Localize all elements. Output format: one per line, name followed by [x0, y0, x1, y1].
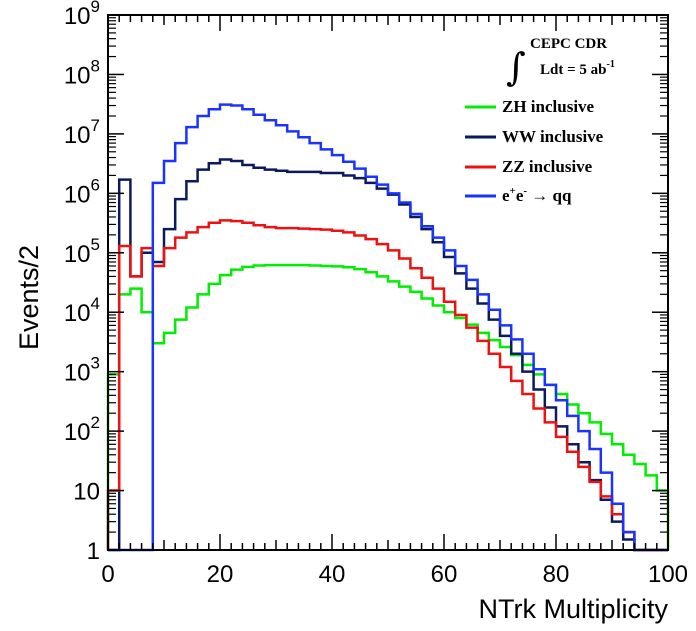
x-axis-title: NTrk Multiplicity: [478, 594, 668, 624]
y-tick-label: 108: [64, 56, 100, 89]
y-tick-label: 103: [64, 354, 100, 387]
x-tick-label: 60: [431, 561, 458, 588]
y-axis-title: Events/2: [14, 245, 44, 350]
x-tick-label: 40: [319, 561, 346, 588]
y-tick-label: 102: [64, 413, 100, 446]
annotation-line2-sup: -1: [606, 59, 614, 70]
x-tick-label: 20: [207, 561, 234, 588]
series-line-1: [108, 158, 668, 552]
legend-label-1: WW inclusive: [502, 127, 604, 146]
x-tick-label: 80: [543, 561, 570, 588]
series-line-3: [108, 103, 668, 552]
y-tick-label: 109: [64, 0, 100, 30]
legend-label-2: ZZ inclusive: [502, 157, 593, 176]
series-line-2: [106, 219, 668, 552]
y-tick-label: 105: [64, 235, 100, 268]
y-tick-label: 104: [64, 294, 100, 327]
x-tick-label: 100: [648, 561, 688, 588]
annotation-line1: CEPC CDR: [530, 36, 607, 52]
legend-label-0: ZH inclusive: [502, 97, 595, 116]
legend-label-3: e+e- → qq: [502, 185, 572, 205]
series-line-0: [106, 263, 670, 550]
annotation-line2: Ldt = 5 ab-1: [540, 59, 615, 78]
lumi-annotation: ∫ CEPC CDR Ldt = 5 ab-1: [506, 36, 615, 89]
legend: ZH inclusive WW inclusive ZZ inclusive e+e-…: [465, 97, 604, 205]
integral-sign-icon: ∫: [506, 45, 526, 89]
y-tick-label: 10: [73, 479, 100, 506]
tick-labels-layer: 0 20 40 60 80 100 1 10 102 103 104 105 106 107 108 109: [64, 0, 688, 588]
series-layer: [106, 103, 670, 552]
x-tick-label: 0: [101, 561, 114, 588]
y-tick-label: 1: [87, 538, 100, 565]
annotation-line2-main: Ldt = 5 ab: [540, 62, 606, 78]
ticks-layer: [107, 14, 669, 551]
y-tick-label: 107: [64, 116, 100, 149]
y-tick-label: 106: [64, 175, 100, 208]
